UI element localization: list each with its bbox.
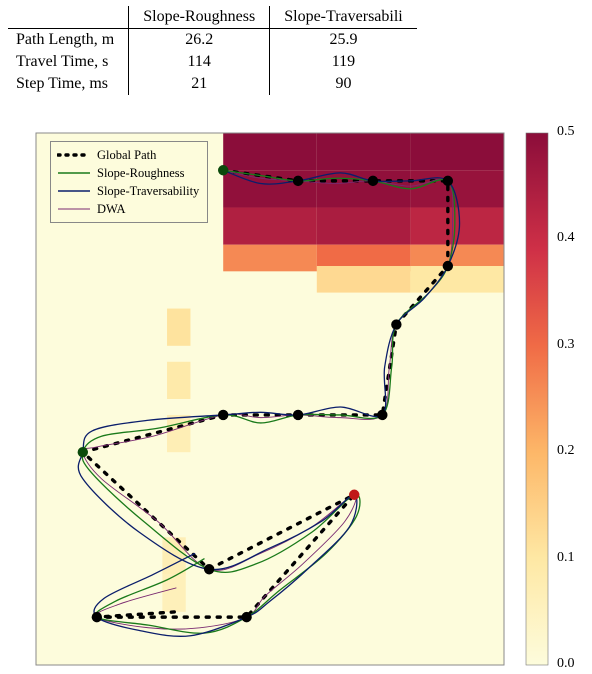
legend: Global Path Slope-Roughness Slope-Traversa… xyxy=(50,141,208,223)
legend-item: Slope-Traversability xyxy=(57,182,199,200)
table-row: Path Length, m 26.2 25.9 xyxy=(8,29,417,52)
legend-label: Global Path xyxy=(97,148,156,163)
hdr-col2: Slope-Traversabili xyxy=(270,6,417,29)
colorbar-tick-label: 0.2 xyxy=(557,443,575,459)
colorbar-tick-label: 0.1 xyxy=(557,550,575,566)
legend-item: DWA xyxy=(57,200,199,218)
hdr-col1: Slope-Roughness xyxy=(129,6,270,29)
legend-label: Slope-Traversability xyxy=(97,184,199,199)
legend-label: DWA xyxy=(97,202,125,217)
legend-label: Slope-Roughness xyxy=(97,166,185,181)
table-row: Step Time, ms 21 90 xyxy=(8,73,417,95)
colorbar-tick-label: 0.3 xyxy=(557,337,575,353)
table-row: Travel Time, s 114 119 xyxy=(8,51,417,73)
legend-swatch xyxy=(57,202,91,216)
path-plot: Global Path Slope-Roughness Slope-Traversa… xyxy=(24,129,584,669)
colorbar-tick-label: 0.5 xyxy=(557,124,575,140)
results-table: Slope-Roughness Slope-Traversabili Path … xyxy=(8,6,417,95)
legend-item: Slope-Roughness xyxy=(57,164,199,182)
legend-swatch xyxy=(57,166,91,180)
colorbar-tick-label: 0.4 xyxy=(557,230,575,246)
legend-swatch xyxy=(57,148,91,162)
legend-item: Global Path xyxy=(57,146,199,164)
colorbar-tick-label: 0.0 xyxy=(557,656,575,672)
hdr-blank xyxy=(8,6,129,29)
legend-swatch xyxy=(57,184,91,198)
